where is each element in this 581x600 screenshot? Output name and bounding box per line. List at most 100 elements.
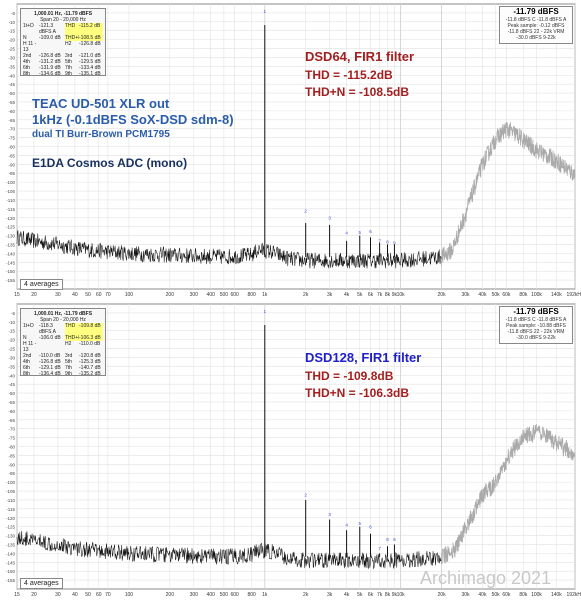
x-tick-label: 60: [96, 292, 102, 298]
y-tick-label: -15: [8, 329, 15, 334]
info-cell: 6th: [23, 365, 30, 371]
series-line: [16, 230, 442, 269]
info-row: 6th -129.1 dB 7th -140.7 dB: [23, 365, 103, 371]
info-cell: -131.9 dB: [39, 65, 61, 71]
info-cell: 9th: [65, 371, 72, 377]
y-tick-label: -55: [8, 400, 15, 405]
info-cell: -140.7 dB: [79, 365, 101, 371]
info-cell: -118.3 dBFS A: [39, 323, 56, 335]
x-tick-label: 15: [14, 292, 20, 298]
x-tick-label: 8k: [385, 292, 391, 298]
x-tick-label: 6k: [368, 292, 374, 298]
y-tick-label: -10: [8, 320, 15, 325]
y-tick-label: -115: [6, 507, 15, 512]
x-tick-label: 20: [31, 292, 37, 298]
y-tick-label: -20: [8, 338, 15, 343]
x-tick-label: 3k: [327, 292, 333, 298]
level-value: -11.79 dBFS: [513, 7, 559, 16]
x-tick-label: 4k: [344, 592, 350, 598]
x-tick-label: 70: [105, 592, 111, 598]
series-line: [441, 121, 576, 266]
x-tick-label: 30: [55, 292, 61, 298]
x-tick-label: 400: [207, 292, 216, 298]
info-cell: 5th: [65, 359, 72, 365]
info-cell: 3rd: [65, 353, 73, 359]
watermark: Archimago 2021: [420, 568, 552, 588]
measurement-info-box: 1,000.01 Hz, -11.79 dBFS Span 20 - 20,00…: [20, 308, 106, 377]
info-cell: -133.4 dB: [79, 65, 101, 71]
y-tick-label: -30: [8, 355, 15, 360]
thd-label: THD = -109.8dB: [305, 369, 394, 383]
averages-label: 4 averages: [20, 279, 63, 290]
info-cell: 9th: [65, 71, 72, 77]
spectrum-panel-bottom: -5 -10 -15 -20 -25 -30 -35 -40 -45 -50 -55 -60 -65 -7…: [0, 300, 581, 600]
y-tick-label: -95: [8, 171, 15, 176]
info-cell: H 11 - 13: [23, 341, 37, 353]
info-cell: [39, 341, 65, 353]
y-tick-label: -45: [8, 82, 15, 87]
x-tick-label: 300: [190, 592, 199, 598]
x-tick-label: 1k: [262, 592, 268, 598]
info-cell: 2nd: [23, 53, 32, 59]
info-cell: -131.2 dB: [39, 59, 61, 65]
level-line-1: -11.8 dBFS C -11.8 dBFS A: [505, 317, 567, 323]
harmonic-marker: 3: [328, 216, 331, 221]
info-row: 1t+D -121.3 dBFS A THD -115.2 dB: [23, 23, 103, 35]
harmonic-marker: 5: [358, 521, 361, 526]
y-tick-label: -70: [8, 127, 15, 132]
info-cell: -135.1 dB: [79, 71, 101, 77]
y-tick-label: -105: [6, 189, 16, 194]
harmonic-marker: 2: [304, 208, 307, 213]
y-tick-label: -155: [6, 278, 16, 283]
y-tick-label: -60: [8, 409, 15, 414]
info-cell: -106.0 dB: [39, 335, 61, 341]
y-tick-label: -40: [8, 73, 15, 78]
x-tick-label: 200: [166, 592, 175, 598]
series-line: [441, 423, 576, 565]
harmonic-marker: 5: [358, 230, 361, 235]
y-tick-label: -125: [6, 225, 16, 230]
x-tick-label: 40k: [478, 592, 487, 598]
y-tick-label: -110: [6, 498, 15, 503]
y-tick-label: -95: [8, 471, 15, 476]
x-tick-label: 100k: [531, 592, 542, 598]
info-cell: 4th: [23, 59, 30, 65]
filter-label: DSD128, FIR1 filter: [305, 350, 422, 365]
y-tick-label: -110: [6, 198, 15, 203]
harmonic-marker: 3: [328, 512, 331, 517]
harmonic-marker: 2: [304, 492, 307, 497]
y-tick-label: -90: [8, 462, 15, 467]
x-tick-label: 600: [230, 292, 239, 298]
info-cell: -129.1 dB: [39, 365, 61, 371]
averages-label: 4 averages: [20, 578, 63, 589]
info-cell: 6th: [23, 65, 30, 71]
info-cell: -126.8 dB: [39, 53, 61, 59]
y-tick-label: -100: [6, 480, 16, 485]
harmonic-marker: 4: [345, 231, 348, 236]
x-tick-label: 30k: [461, 592, 470, 598]
info-cell: H 11 - 13: [23, 41, 37, 53]
x-tick-label: 70: [105, 292, 111, 298]
info-cell: 7th: [65, 65, 72, 71]
x-tick-label: 300: [190, 292, 199, 298]
info-row: 2nd -110.0 dB 3rd -120.8 dB: [23, 353, 103, 359]
y-tick-label: -15: [8, 29, 15, 34]
x-tick-label: 800: [247, 292, 256, 298]
info-cell: H2: [65, 341, 72, 347]
y-tick-label: -70: [8, 427, 15, 432]
x-tick-label: 20: [31, 592, 37, 598]
x-tick-label: 9k: [392, 592, 398, 598]
info-cell: -121.3 dBFS A: [39, 23, 56, 35]
x-tick-label: 140k: [551, 292, 562, 298]
spectrum-chart-top: -5 -10 -15 -20 -25 -30 -35 -40 -45 -50 -55 -60 -65 -7…: [6, 3, 581, 298]
info-cell: -129.5 dB: [79, 59, 101, 65]
level-line-2: Peak sample: -10.88 dBFS: [506, 323, 566, 329]
harmonic-marker: 1: [264, 309, 267, 314]
info-cell: 8th: [23, 371, 30, 377]
y-tick-label: -100: [6, 180, 16, 185]
info-cell: -115.2 dB: [79, 23, 103, 35]
x-tick-label: 3k: [327, 592, 333, 598]
thd-label: THD = -115.2dB: [305, 68, 393, 82]
info-cell: -109.8 dB: [79, 323, 103, 335]
x-tick-label: 400: [207, 592, 216, 598]
